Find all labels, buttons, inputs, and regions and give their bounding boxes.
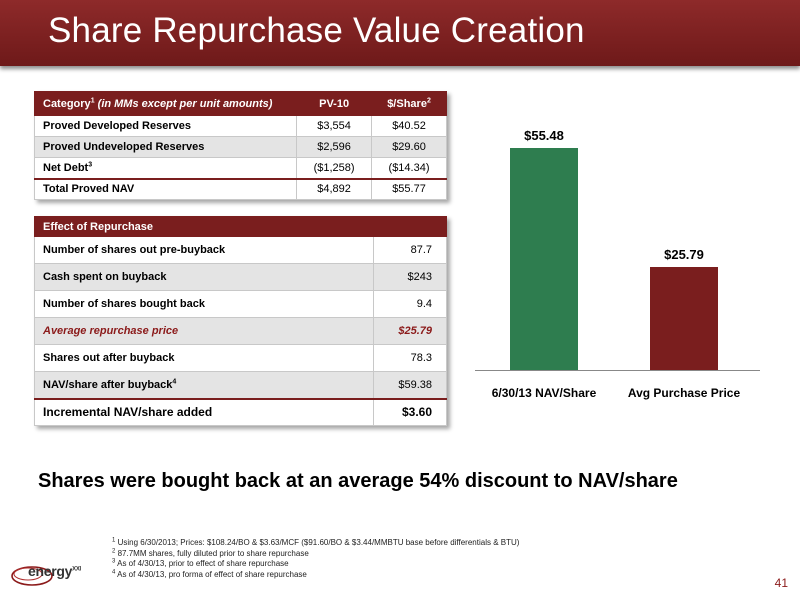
row-pv10: $2,596 (296, 136, 373, 158)
row-per-share: ($14.34) (371, 157, 447, 179)
row-label: Number of shares bought back (33, 290, 375, 318)
row-label: Average repurchase price (33, 317, 375, 345)
page-title: Share Repurchase Value Creation (48, 11, 585, 50)
row-label: Net Debt3 (33, 157, 298, 179)
table-row: NAV/share after buyback4 $59.38 (33, 371, 447, 399)
category-label: Avg Purchase Price (627, 386, 741, 400)
repurchase-table: Effect of Repurchase Number of shares ou… (33, 216, 447, 426)
row-label: NAV/share after buyback4 (33, 371, 375, 399)
row-value: $3.60 (373, 397, 447, 426)
footnote: 4 As of 4/30/13, pro forma of effect of … (112, 568, 307, 579)
row-label: Incremental NAV/share added (33, 397, 375, 426)
row-value: $59.38 (373, 371, 447, 399)
footnote: 1 Using 6/30/2013; Prices: $108.24/BO & … (112, 537, 520, 547)
row-value: $25.79 (373, 317, 447, 345)
logo-text: energyXXI (28, 563, 81, 579)
header-category: Category1 (in MMs except per unit amount… (33, 91, 298, 116)
table-row: Shares out after buyback 78.3 (33, 344, 447, 372)
table-row-total: Incremental NAV/share added $3.60 (33, 397, 447, 426)
bar-data-label: $25.79 (664, 246, 704, 262)
header-per-share: $/Share2 (371, 91, 447, 116)
table-row: Number of shares bought back 9.4 (33, 290, 447, 318)
table-row: Proved Developed Reserves $3,554 $40.52 (33, 115, 447, 137)
footnote: 2 87.7MM shares, fully diluted prior to … (112, 547, 309, 558)
table-row: Net Debt3 ($1,258) ($14.34) (33, 157, 447, 179)
row-label: Proved Undeveloped Reserves (33, 136, 298, 158)
row-value: 9.4 (373, 290, 447, 318)
bar-data-label: $55.48 (524, 128, 564, 144)
row-label: Proved Developed Reserves (33, 115, 298, 137)
row-pv10: $3,554 (296, 115, 373, 137)
bar-chart: $55.48 6/30/13 NAV/Share $25.79 Avg Purchas… (470, 100, 770, 410)
headline: Shares were bought back at an average 54… (38, 470, 678, 492)
nav-table-header: Category1 (in MMs except per unit amount… (33, 91, 447, 116)
table-row: Number of shares out pre-buyback 87.7 (33, 236, 447, 264)
table-row-total: Total Proved NAV $4,892 $55.77 (33, 177, 447, 200)
x-axis-line (475, 370, 760, 371)
row-pv10: $4,892 (296, 177, 373, 200)
table-row: Cash spent on buyback $243 (33, 263, 447, 291)
page-number: 41 (774, 576, 788, 590)
table-row: Average repurchase price $25.79 (33, 317, 447, 345)
company-logo-icon (11, 566, 53, 586)
row-label: Total Proved NAV (33, 177, 298, 200)
table-row: Proved Undeveloped Reserves $2,596 $29.6… (33, 136, 447, 158)
title-bar: Share Repurchase Value Creation (0, 0, 800, 66)
row-label: Shares out after buyback (33, 344, 375, 372)
row-value: $243 (373, 263, 447, 291)
header-pv10: PV-10 (296, 91, 373, 116)
footnotes: 1 Using 6/30/2013; Prices: $108.24/BO & … (112, 537, 520, 580)
row-value: 78.3 (373, 344, 447, 372)
header-effect: Effect of Repurchase (34, 216, 447, 237)
row-label: Number of shares out pre-buyback (33, 236, 375, 264)
footnote: 3 As of 4/30/13, prior to effect of shar… (112, 558, 289, 568)
row-pv10: ($1,258) (296, 157, 373, 179)
category-label: 6/30/13 NAV/Share (491, 386, 597, 400)
row-value: 87.7 (373, 236, 447, 264)
row-label: Cash spent on buyback (33, 263, 375, 291)
repurchase-table-header: Effect of Repurchase (34, 216, 447, 237)
row-per-share: $29.60 (371, 136, 447, 158)
nav-table: Category1 (in MMs except per unit amount… (33, 91, 447, 200)
bar (510, 148, 578, 370)
bar (650, 266, 718, 370)
row-per-share: $55.77 (371, 177, 447, 200)
row-per-share: $40.52 (371, 115, 447, 137)
